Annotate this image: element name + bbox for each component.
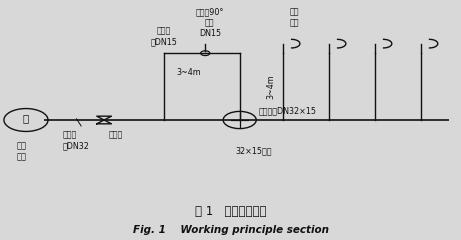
Text: 镱锐沑90°
弯头
DN15: 镱锐沑90° 弯头 DN15 — [195, 8, 224, 38]
Text: 3~4m: 3~4m — [266, 74, 275, 99]
Text: 3~4m: 3~4m — [177, 67, 201, 77]
Text: Fig. 1    Working principle section: Fig. 1 Working principle section — [132, 225, 329, 235]
Text: 水: 水 — [23, 113, 29, 123]
Text: 焊接钔
管DN15: 焊接钔 管DN15 — [150, 27, 177, 46]
Text: 截止阀: 截止阀 — [109, 131, 123, 140]
Text: 微雾
喷头: 微雾 喷头 — [290, 8, 300, 27]
Text: 市政
水源: 市政 水源 — [17, 141, 26, 161]
Text: 图 1   工作原理立面: 图 1 工作原理立面 — [195, 205, 266, 218]
Text: 镱锐三逝DN32×15: 镱锐三逝DN32×15 — [259, 106, 317, 115]
Text: 焊接钔
管DN32: 焊接钔 管DN32 — [63, 131, 89, 150]
Text: 32×15三逝: 32×15三逝 — [235, 146, 272, 155]
